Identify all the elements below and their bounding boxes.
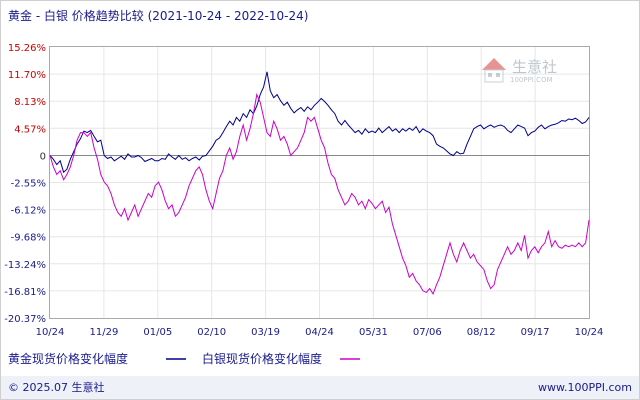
silver-series-line xyxy=(49,92,590,296)
footer-site-link[interactable]: www.100PPI.com xyxy=(538,381,632,394)
x-tick-label: 04/24 xyxy=(305,327,334,338)
y-tick-label: 4.57% xyxy=(14,124,46,135)
y-tick-label: 0 xyxy=(40,151,46,162)
watermark-text: 生意社 xyxy=(512,58,557,76)
y-tick-label: -2.55% xyxy=(11,178,46,189)
chart-title-main: 黄金 - 白银 价格趋势比较 xyxy=(8,8,144,23)
y-tick-label: -13.24% xyxy=(4,260,46,271)
watermark-subtext: 100PPI.COM xyxy=(510,76,553,84)
footer-copyright: © 2025.07 生意社 xyxy=(8,380,104,394)
chart-title: 黄金 - 白银 价格趋势比较 (2021-10-24 - 2022-10-24) xyxy=(8,8,308,23)
y-tick-label: -20.37% xyxy=(4,314,46,325)
y-axis-ticks: 15.26% 11.70% 8.13% 4.57% 0 -2.55% -6.12% -9.68… xyxy=(4,43,46,325)
footer-bar xyxy=(1,376,639,399)
x-tick-label: 10/24 xyxy=(575,327,604,338)
chart-date-range: (2021-10-24 - 2022-10-24) xyxy=(148,9,309,23)
x-tick-label: 09/17 xyxy=(521,327,550,338)
gold-series-line xyxy=(49,71,590,174)
x-tick-label: 03/19 xyxy=(251,327,280,338)
watermark: 生意社 100PPI.COM xyxy=(482,58,557,84)
x-tick-label: 02/10 xyxy=(197,327,226,338)
y-tick-label: -6.12% xyxy=(11,206,46,217)
x-tick-label: 10/24 xyxy=(36,327,65,338)
x-tick-label: 05/31 xyxy=(359,327,388,338)
legend: 黄金现货价格变化幅度 白银现货价格变化幅度 xyxy=(8,351,360,366)
series-lines xyxy=(49,71,590,296)
x-tick-label: 08/12 xyxy=(467,327,496,338)
house-logo-icon xyxy=(482,58,506,83)
y-tick-label: -16.81% xyxy=(4,287,46,298)
x-axis-ticks: 10/24 11/29 01/05 02/10 03/19 04/24 05/31 07/06… xyxy=(36,327,604,338)
y-tick-label: 15.26% xyxy=(8,43,46,54)
x-tick-label: 07/06 xyxy=(413,327,442,338)
y-tick-label: 8.13% xyxy=(14,97,46,108)
x-tick-label: 01/05 xyxy=(143,327,172,338)
legend-label-gold: 黄金现货价格变化幅度 xyxy=(8,351,128,366)
x-tick-label: 11/29 xyxy=(89,327,118,338)
y-tick-label: 11.70% xyxy=(8,70,46,81)
legend-label-silver: 白银现货价格变化幅度 xyxy=(202,351,322,366)
y-tick-label: -9.68% xyxy=(11,233,46,244)
